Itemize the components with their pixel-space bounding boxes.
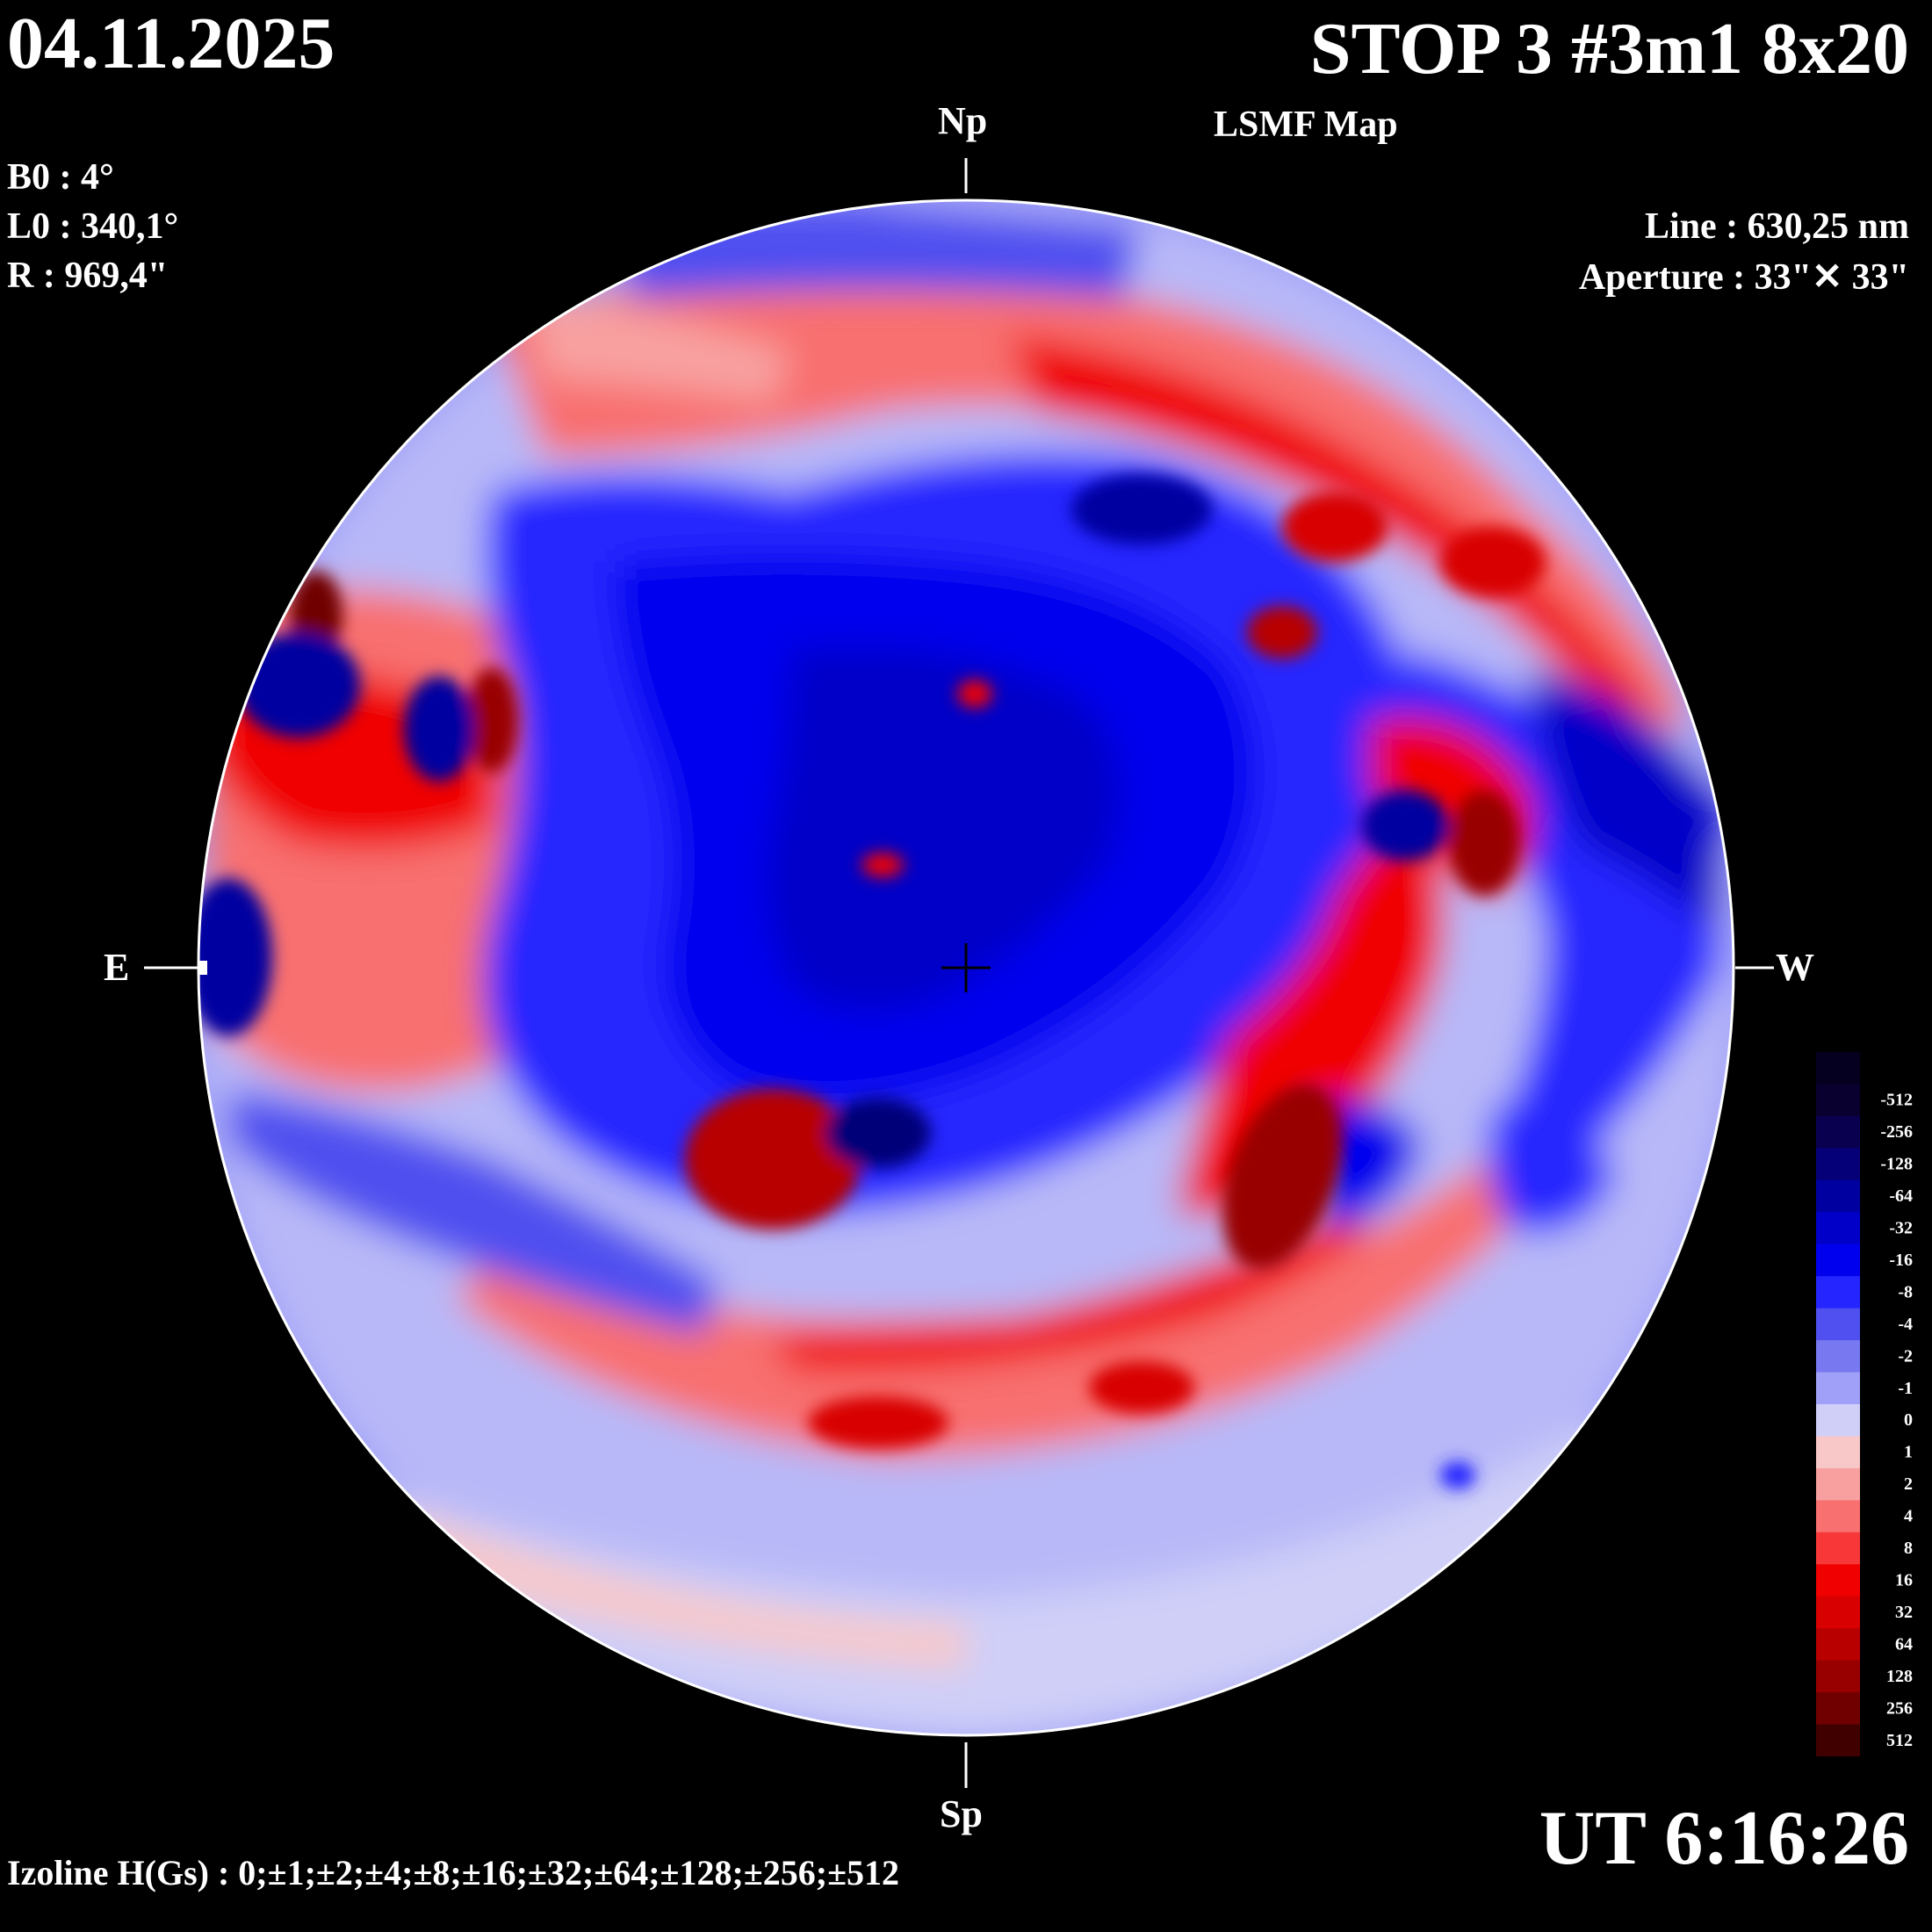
legend-label: -32 (1889, 1219, 1913, 1238)
legend-swatch (1816, 1276, 1860, 1309)
center-crosshair (941, 943, 991, 992)
legend-label: 8 (1904, 1539, 1913, 1558)
map-title: STOP 3 #3m1 8x20 (1309, 8, 1909, 90)
legend-label: 512 (1886, 1731, 1913, 1750)
legend-label: 256 (1886, 1698, 1913, 1718)
observation-date: 04.11.2025 (7, 3, 335, 84)
legend-label: -16 (1889, 1251, 1913, 1270)
legend-swatch (1816, 1596, 1860, 1629)
legend-label: -1 (1898, 1379, 1913, 1398)
legend-label: 16 (1895, 1571, 1913, 1590)
legend-label: -256 (1880, 1122, 1913, 1142)
legend-swatch (1816, 1436, 1860, 1469)
legend-swatch (1816, 1564, 1860, 1597)
legend-swatch (1816, 1628, 1860, 1662)
legend-swatch (1816, 1308, 1860, 1341)
legend-swatch (1816, 1244, 1860, 1277)
south-pole-label: Sp (940, 1792, 983, 1835)
legend-swatch (1816, 1340, 1860, 1373)
legend-label: 128 (1886, 1667, 1913, 1686)
west-label: W (1776, 946, 1814, 989)
legend-swatch (1816, 1372, 1860, 1405)
legend-swatch (1816, 1660, 1860, 1693)
legend-swatch (1816, 1467, 1860, 1501)
param-radius: R : 969,4" (7, 256, 169, 296)
legend-swatch (1816, 1692, 1860, 1726)
map-subtitle: LSMF Map (1214, 105, 1398, 145)
param-b0: B0 : 4° (7, 157, 114, 198)
legend-swatch (1816, 1212, 1860, 1245)
legend-label: 1 (1904, 1443, 1913, 1462)
legend-label: -128 (1880, 1155, 1913, 1174)
color-scale-legend: -512 -256 -128 -64 -32 -16 -8 -4 -2 -1 0 1 2 4 8 16 32 64… (1816, 1052, 1913, 1756)
legend-label: -512 (1880, 1091, 1913, 1110)
legend-swatch (1816, 1532, 1860, 1565)
legend-label: -4 (1898, 1315, 1913, 1334)
legend-swatch (1816, 1148, 1860, 1181)
legend-swatch-top (1816, 1052, 1860, 1085)
legend-swatch (1816, 1084, 1860, 1117)
legend-swatch (1816, 1404, 1860, 1437)
legend-label: 0 (1904, 1410, 1913, 1430)
param-l0: L0 : 340,1° (7, 206, 179, 247)
legend-label: 32 (1895, 1603, 1913, 1622)
legend-swatch (1816, 1179, 1860, 1213)
legend-label: -8 (1898, 1282, 1913, 1301)
legend-label: 2 (1904, 1474, 1913, 1494)
legend-swatch (1816, 1724, 1860, 1756)
param-aperture: Aperture : 33"✕ 33" (1578, 257, 1909, 298)
legend-label: -64 (1889, 1186, 1913, 1206)
legend-swatch (1816, 1115, 1860, 1149)
observation-time: UT 6:16:26 (1539, 1796, 1909, 1881)
param-line: Line : 630,25 nm (1644, 206, 1909, 247)
legend-label: -2 (1898, 1346, 1913, 1366)
legend-swatch (1816, 1500, 1860, 1533)
east-label: E (104, 946, 130, 989)
east-marker (198, 961, 207, 975)
izoline-levels: Izoline H(Gs) : 0;±1;±2;±4;±8;±16;±32;±6… (7, 1853, 900, 1892)
north-pole-label: Np (938, 99, 988, 142)
legend-label: 4 (1904, 1507, 1913, 1526)
legend-label: 64 (1895, 1634, 1913, 1654)
